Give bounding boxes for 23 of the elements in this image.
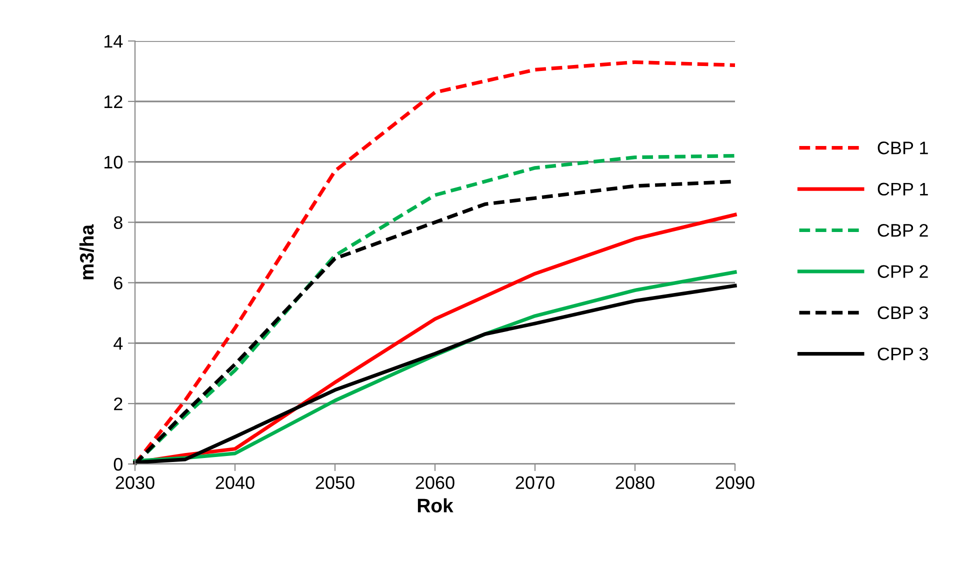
x-axis-title: Rok [418, 498, 454, 512]
legend-label: CPP 1 [878, 182, 928, 196]
x-tick-label: 2070 [516, 476, 554, 490]
x-tick-label: 2050 [316, 476, 354, 490]
x-tick-label: 2080 [616, 476, 654, 490]
y-tick-label: 6 [114, 276, 122, 290]
x-tick-label: 2030 [116, 476, 154, 490]
legend-label: CPP 3 [878, 348, 928, 360]
legend-label: CBP 1 [878, 142, 928, 154]
y-tick-label: 14 [104, 35, 123, 48]
y-tick-label: 12 [104, 95, 122, 108]
y-axis-title: m3/ha [79, 224, 94, 280]
y-tick-label: 2 [114, 398, 122, 410]
x-tick-label: 2060 [416, 476, 454, 490]
legend-label: CBP 2 [878, 224, 928, 237]
y-tick-label: 8 [114, 216, 122, 230]
y-tick-label: 4 [114, 337, 123, 350]
legend-label: CBP 3 [878, 306, 928, 320]
x-tick-label: 2040 [216, 476, 254, 490]
y-tick-label: 10 [104, 156, 122, 169]
x-tick-label: 2090 [716, 476, 754, 490]
legend-label: CPP 2 [878, 265, 928, 278]
y-tick-label: 0 [114, 458, 122, 471]
